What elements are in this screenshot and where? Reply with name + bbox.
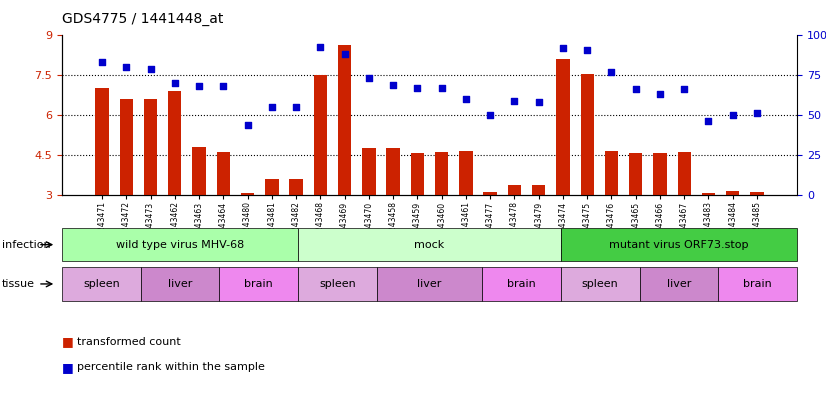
Text: ■: ■ bbox=[62, 361, 74, 374]
Text: percentile rank within the sample: percentile rank within the sample bbox=[77, 362, 264, 373]
Text: liver: liver bbox=[667, 279, 691, 289]
Point bbox=[677, 86, 691, 93]
Bar bbox=[169, 91, 182, 195]
Point bbox=[120, 64, 133, 70]
Point bbox=[435, 85, 449, 91]
Point bbox=[387, 82, 400, 88]
Point bbox=[750, 110, 763, 116]
Text: brain: brain bbox=[507, 279, 536, 289]
Point bbox=[411, 85, 424, 91]
Bar bbox=[508, 185, 521, 195]
Text: tissue: tissue bbox=[2, 279, 35, 289]
Bar bbox=[338, 45, 351, 195]
Bar bbox=[265, 178, 278, 195]
Bar bbox=[144, 99, 157, 195]
Bar bbox=[192, 147, 206, 195]
Point bbox=[338, 51, 351, 58]
Point bbox=[483, 112, 496, 118]
Point bbox=[557, 45, 570, 51]
Text: wild type virus MHV-68: wild type virus MHV-68 bbox=[116, 240, 244, 250]
Text: liver: liver bbox=[168, 279, 192, 289]
Bar bbox=[216, 152, 230, 195]
Point bbox=[169, 80, 182, 86]
Point bbox=[459, 96, 472, 102]
Bar bbox=[483, 192, 496, 195]
Text: GDS4775 / 1441448_at: GDS4775 / 1441448_at bbox=[62, 12, 223, 26]
Text: mock: mock bbox=[415, 240, 444, 250]
Point bbox=[241, 121, 254, 128]
Bar bbox=[314, 75, 327, 195]
Point bbox=[508, 97, 521, 104]
Point bbox=[581, 46, 594, 53]
Bar bbox=[289, 178, 303, 195]
Point bbox=[265, 104, 278, 110]
Text: mutant virus ORF73.stop: mutant virus ORF73.stop bbox=[610, 240, 748, 250]
Bar bbox=[435, 152, 449, 195]
Bar bbox=[363, 148, 376, 195]
Point bbox=[363, 75, 376, 81]
Bar bbox=[605, 151, 618, 195]
Point bbox=[144, 66, 157, 72]
Point bbox=[216, 83, 230, 90]
Bar bbox=[241, 193, 254, 195]
Text: spleen: spleen bbox=[582, 279, 619, 289]
Bar bbox=[677, 152, 691, 195]
Bar bbox=[726, 191, 739, 195]
Text: spleen: spleen bbox=[83, 279, 120, 289]
Bar bbox=[411, 153, 424, 195]
Point bbox=[702, 118, 715, 125]
Text: transformed count: transformed count bbox=[77, 337, 181, 347]
Point bbox=[605, 69, 618, 75]
Text: ■: ■ bbox=[62, 335, 74, 349]
Bar bbox=[750, 192, 764, 195]
Bar bbox=[629, 153, 643, 195]
Bar bbox=[532, 185, 545, 195]
Point bbox=[314, 43, 327, 50]
Bar bbox=[581, 74, 594, 195]
Point bbox=[96, 59, 109, 66]
Text: infection: infection bbox=[2, 240, 50, 250]
Point bbox=[532, 99, 545, 105]
Point bbox=[289, 104, 302, 110]
Bar bbox=[387, 148, 400, 195]
Point bbox=[192, 83, 206, 90]
Point bbox=[726, 112, 739, 118]
Text: spleen: spleen bbox=[320, 279, 356, 289]
Text: brain: brain bbox=[244, 279, 273, 289]
Bar bbox=[702, 193, 715, 195]
Bar bbox=[556, 59, 570, 195]
Point bbox=[629, 86, 643, 93]
Bar bbox=[120, 99, 133, 195]
Bar bbox=[95, 88, 109, 195]
Bar bbox=[459, 151, 472, 195]
Point bbox=[653, 91, 667, 97]
Text: brain: brain bbox=[743, 279, 772, 289]
Text: liver: liver bbox=[417, 279, 442, 289]
Bar bbox=[653, 153, 667, 195]
